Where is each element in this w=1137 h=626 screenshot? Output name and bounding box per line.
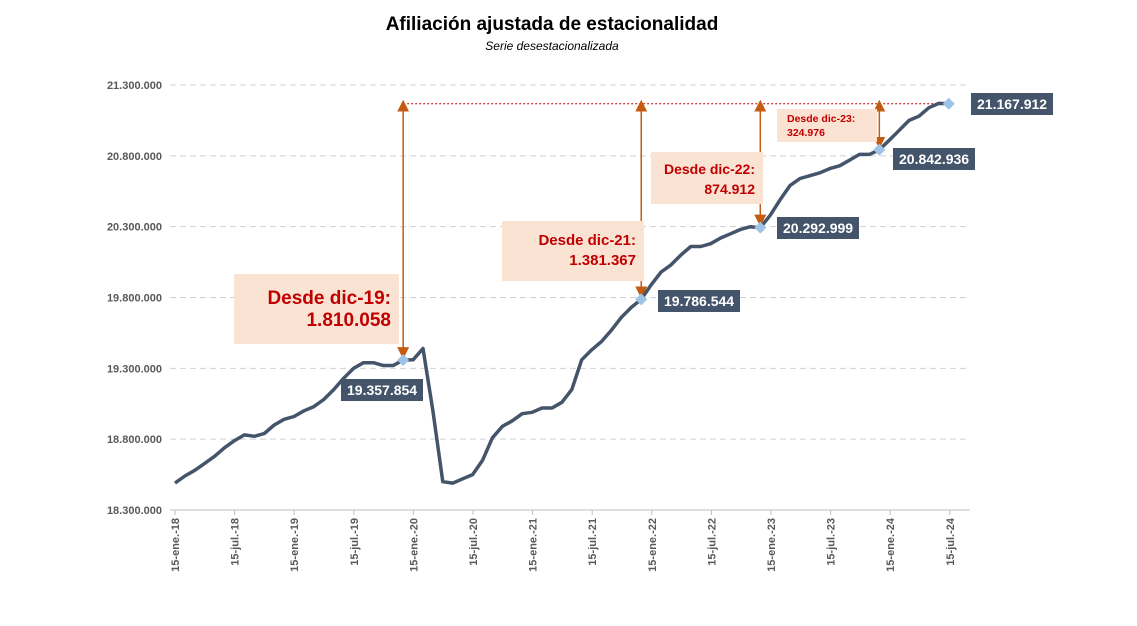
y-tick-label: 18.300.000 xyxy=(107,505,162,517)
x-tick-label: 15-ene.-24 xyxy=(885,517,897,572)
annotation-value: 324.976 xyxy=(787,127,825,139)
x-tick-label: 15-jul.-19 xyxy=(349,518,361,566)
highlight-marker xyxy=(397,354,410,367)
annotation-dic19: Desde dic-19: 1.810.058 xyxy=(234,274,399,344)
annotation-label: Desde dic-21: xyxy=(538,232,636,249)
y-tick-label: 20.800.000 xyxy=(107,151,162,163)
x-tick-label: 15-jul.-21 xyxy=(587,518,599,566)
x-tick-label: 15-ene.-21 xyxy=(528,518,540,572)
chart-title: Afiliación ajustada de estacionalidad xyxy=(385,14,719,35)
value-label-dic19: 19.357.854 xyxy=(341,379,424,401)
highlight-marker xyxy=(754,221,767,234)
highlight-marker xyxy=(942,97,955,110)
x-tick-label: 15-ene.-19 xyxy=(289,518,301,572)
annotation-label: Desde dic-19: xyxy=(267,288,391,309)
x-tick-label: 15-ene.-18 xyxy=(170,518,182,572)
value-label-dic21: 19.786.544 xyxy=(658,290,741,312)
annotation-label: Desde dic-23: xyxy=(787,113,856,125)
annotation-dic23: Desde dic-23: 324.976 xyxy=(777,109,877,142)
annotation-value: 1.810.058 xyxy=(306,310,391,331)
value-label-latest: 21.167.912 xyxy=(971,93,1054,115)
x-tick-label: 15-jul.-20 xyxy=(468,518,480,566)
y-tick-label: 19.800.000 xyxy=(107,293,162,305)
annotation-value: 874.912 xyxy=(704,181,755,197)
x-tick-label: 15-jul.-24 xyxy=(945,517,957,566)
y-tick-label: 20.300.000 xyxy=(107,222,162,234)
x-tick-label: 15-jul.-23 xyxy=(826,518,838,566)
annotation-value: 1.381.367 xyxy=(569,252,636,269)
x-tick-label: 15-ene.-20 xyxy=(408,518,420,572)
value-label-dic22: 20.292.999 xyxy=(777,217,860,239)
annotation-dic21: Desde dic-21: 1.381.367 xyxy=(502,221,644,281)
y-tick-label: 19.300.000 xyxy=(107,363,162,375)
chart-subtitle: Serie desestacionalizada xyxy=(485,39,619,53)
x-tick-label: 15-jul.-18 xyxy=(230,518,242,566)
highlight-marker xyxy=(635,293,648,306)
y-tick-label: 21.300.000 xyxy=(107,80,162,92)
series-line xyxy=(173,101,949,485)
annotation-label: Desde dic-22: xyxy=(663,161,755,177)
annotation-dic22: Desde dic-22: 874.912 xyxy=(651,152,763,204)
value-label-dic23: 20.842.936 xyxy=(893,148,976,170)
highlight-marker xyxy=(873,143,886,156)
x-tick-label: 15-ene.-22 xyxy=(647,518,659,572)
x-tick-label: 15-ene.-23 xyxy=(766,518,778,572)
x-tick-label: 15-jul.-22 xyxy=(706,518,718,566)
y-tick-label: 18.800.000 xyxy=(107,434,162,446)
